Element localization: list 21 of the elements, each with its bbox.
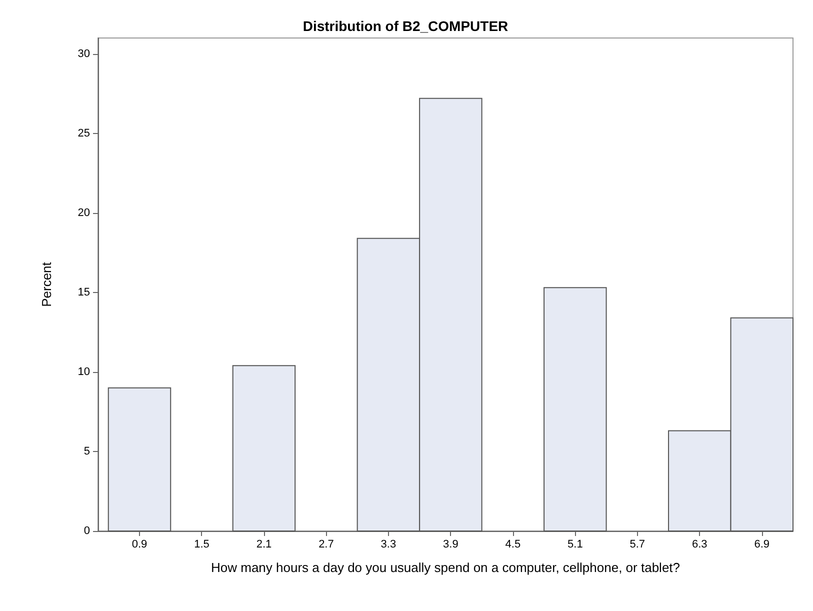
x-tick-label: 6.9 bbox=[754, 538, 770, 550]
y-tick-label: 25 bbox=[78, 127, 90, 140]
y-tick-label: 0 bbox=[84, 525, 90, 537]
chart-title: Distribution of B2_COMPUTER bbox=[302, 18, 508, 34]
x-tick-label: 3.3 bbox=[380, 538, 396, 550]
x-tick-label: 1.5 bbox=[194, 538, 210, 550]
x-tick-label: 2.7 bbox=[318, 538, 334, 550]
x-tick-label: 2.1 bbox=[256, 538, 272, 550]
x-tick-label: 6.3 bbox=[692, 538, 708, 550]
y-tick-label: 30 bbox=[78, 48, 90, 60]
x-axis-title: How many hours a day do you usually spend on a computer, cellphone, or tablet? bbox=[210, 560, 680, 575]
x-tick-label: 3.9 bbox=[443, 538, 458, 550]
y-tick-label: 15 bbox=[78, 286, 90, 298]
x-tick-label: 0.9 bbox=[132, 538, 148, 550]
y-tick-label: 20 bbox=[78, 206, 90, 219]
x-tick-label: 5.7 bbox=[630, 538, 646, 550]
y-axis-title: Percent bbox=[39, 262, 54, 307]
x-tick-label: 5.1 bbox=[568, 538, 583, 550]
y-tick-label: 10 bbox=[78, 366, 90, 378]
x-tick-label: 4.5 bbox=[505, 538, 521, 550]
y-tick-label: 5 bbox=[84, 445, 90, 458]
